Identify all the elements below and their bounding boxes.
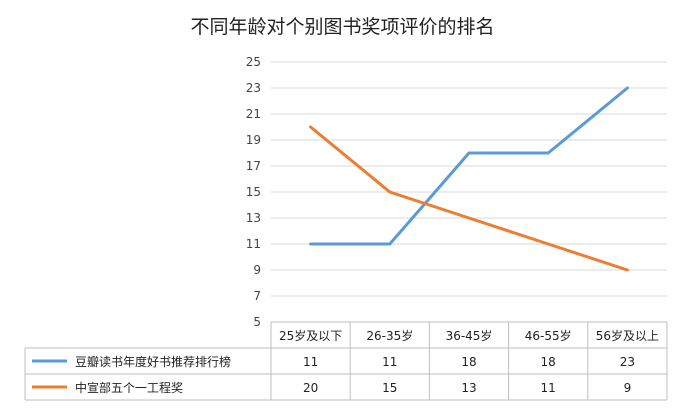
y-tick-label: 5 bbox=[253, 315, 261, 329]
y-tick-label: 23 bbox=[246, 81, 261, 95]
table-value: 23 bbox=[620, 355, 635, 369]
x-category-label: 46-55岁 bbox=[525, 328, 572, 343]
chart-title: 不同年龄对个别图书奖项评价的排名 bbox=[190, 16, 495, 38]
y-tick-label: 15 bbox=[246, 185, 261, 199]
table-value: 9 bbox=[624, 381, 632, 395]
y-tick-label: 17 bbox=[246, 159, 261, 173]
series-lines bbox=[309, 86, 629, 272]
table-value: 11 bbox=[382, 355, 397, 369]
y-tick-label: 7 bbox=[253, 289, 261, 303]
x-category-label: 36-45岁 bbox=[446, 328, 493, 343]
x-category-label: 26-35岁 bbox=[366, 328, 413, 343]
y-tick-label: 19 bbox=[246, 133, 261, 147]
y-tick-label: 21 bbox=[246, 107, 261, 121]
table-value: 18 bbox=[541, 355, 556, 369]
x-category-label: 25岁及以下 bbox=[279, 328, 342, 343]
table-value: 11 bbox=[303, 355, 318, 369]
y-axis-ticks: 5 7 9 11 13 15 17 19 21 23 25 bbox=[246, 55, 261, 329]
table-value: 18 bbox=[461, 355, 476, 369]
x-category-label: 56岁及以上 bbox=[596, 328, 659, 343]
y-tick-label: 11 bbox=[246, 237, 261, 251]
table-value: 15 bbox=[382, 381, 397, 395]
series-line-1 bbox=[309, 125, 629, 272]
table-value: 11 bbox=[541, 381, 556, 395]
y-tick-label: 13 bbox=[246, 211, 261, 225]
gridlines bbox=[271, 61, 667, 323]
table-value: 20 bbox=[303, 381, 318, 395]
y-tick-label: 9 bbox=[253, 263, 261, 277]
legend-label: 中宣部五个一工程奖 bbox=[75, 380, 183, 395]
table-value: 13 bbox=[461, 381, 476, 395]
legend-label: 豆瓣读书年度好书推荐排行榜 bbox=[75, 354, 231, 369]
data-table: 25岁及以下 26-35岁 36-45岁 46-55岁 56岁及以上豆瓣读书年度好书推荐… bbox=[24, 321, 668, 401]
y-tick-label: 25 bbox=[246, 55, 261, 69]
